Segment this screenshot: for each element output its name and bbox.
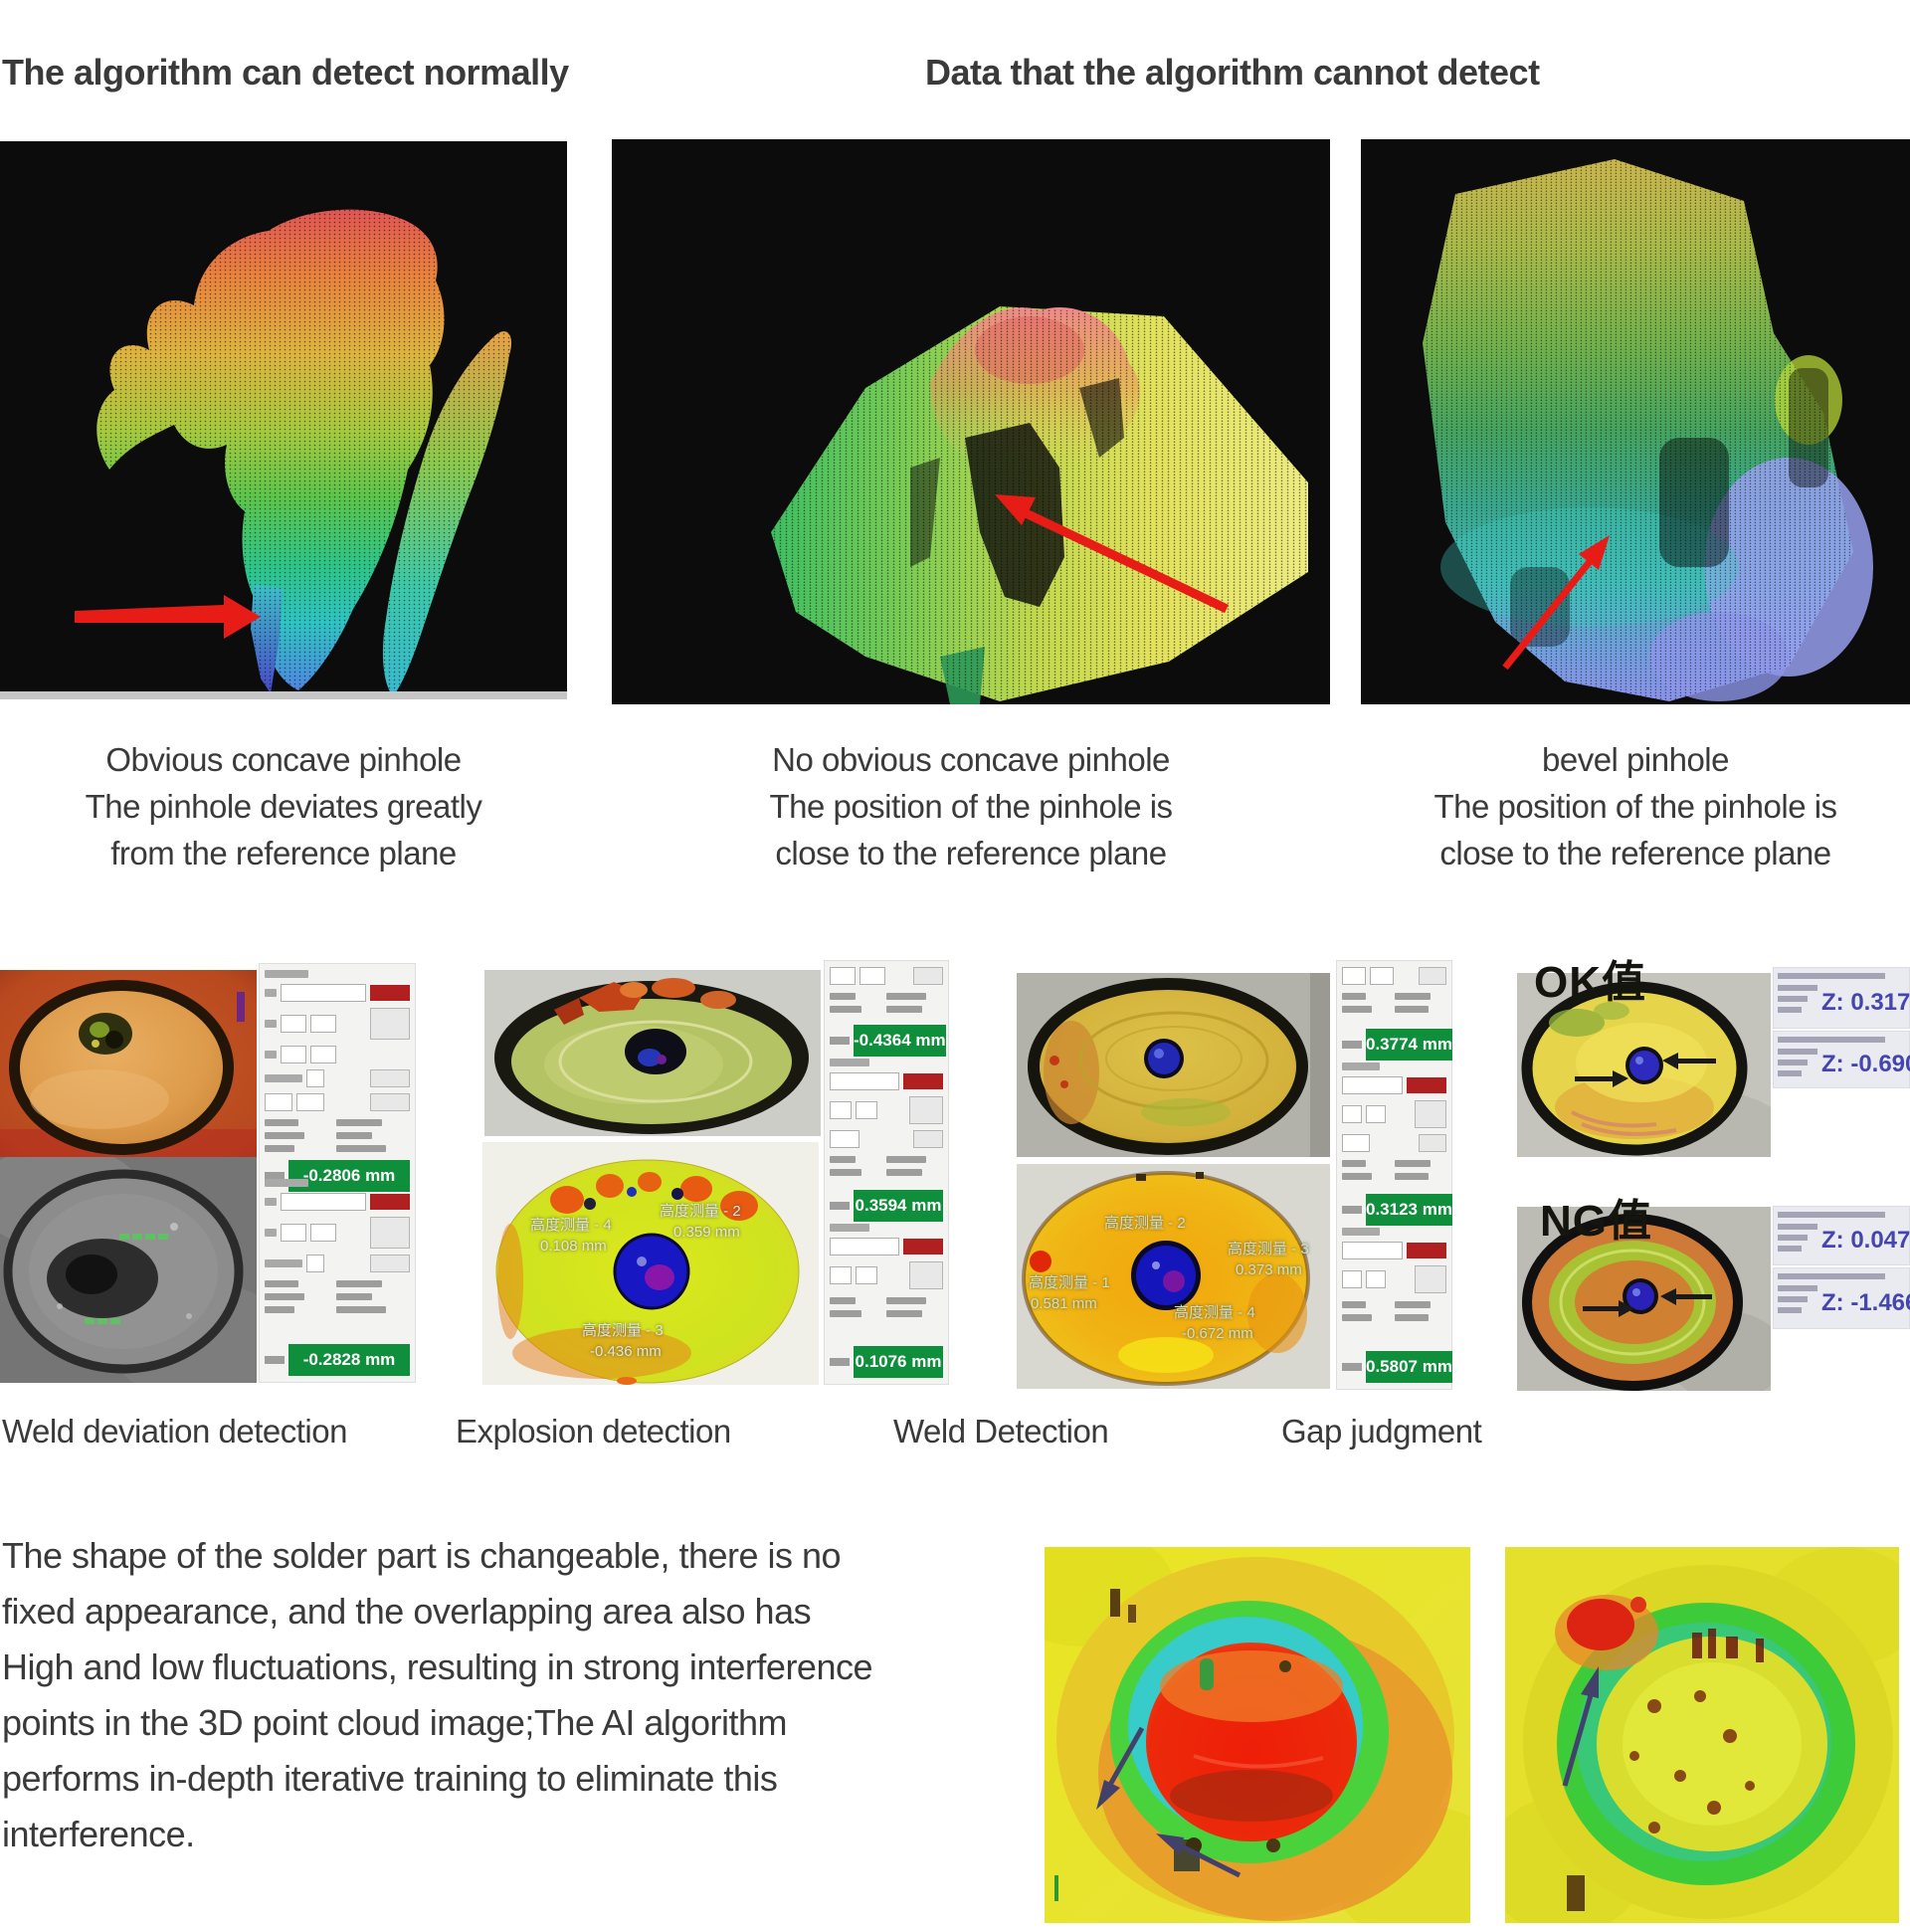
z-value: Z: -1.466 [1821, 1289, 1910, 1316]
weld-deviation-image-gray [0, 1157, 257, 1383]
delete-button[interactable] [1407, 1076, 1446, 1093]
delete-button[interactable] [370, 1194, 410, 1210]
navy-arrow-2 [1156, 1834, 1242, 1878]
weld-deviation-control-sidebar: -0.2806 mm -0.2828 mm [259, 963, 416, 1383]
delete-button[interactable] [903, 1073, 943, 1090]
pointcloud-1-graphic [0, 209, 567, 699]
result-value-1: -0.4364 mm [854, 1025, 946, 1058]
caption-pointcloud-2: No obvious concave pinhole The position … [769, 741, 1173, 871]
red-arrow-2 [995, 494, 1229, 614]
label-weld-detection: Weld Detection [893, 1413, 1109, 1449]
annotation-value: -0.672 mm [1182, 1325, 1253, 1342]
caption-pointcloud-3: bevel pinhole The position of the pinhol… [1433, 741, 1837, 871]
explosion-annotations: 高度测量 - 4 0.108 mm 高度测量 - 2 0.359 mm 高度测量… [482, 1142, 819, 1385]
result-value-2: -0.2828 mm [288, 1344, 410, 1376]
navy-arrow-3 [1562, 1666, 1599, 1787]
weld-detection-image-heatmap [1017, 1164, 1330, 1389]
label-weld-deviation: Weld deviation detection [2, 1413, 347, 1449]
header-cannot-detect: Data that the algorithm cannot detect [925, 52, 1540, 93]
explosion-image-heatmap [482, 1142, 819, 1385]
red-arrow-3 [1502, 535, 1610, 671]
result-value-1: -0.2806 mm [288, 1160, 410, 1192]
pointcloud-2-graphic [771, 306, 1308, 704]
annotation-value: 0.108 mm [540, 1238, 607, 1255]
annotation-name: 高度测量 - 2 [1104, 1215, 1186, 1232]
header-detect-normally: The algorithm can detect normally [2, 52, 569, 93]
gap-arrow-right [1662, 1053, 1716, 1069]
label-gap-judgment: Gap judgment [1281, 1413, 1482, 1449]
delete-button[interactable] [903, 1238, 943, 1255]
annotation-name: 高度测量 - 2 [660, 1203, 741, 1220]
pointcloud-3-graphic [1423, 159, 1873, 701]
gap-arrow-left [1583, 1300, 1634, 1317]
z-value: Z: 0.317 [1821, 989, 1910, 1016]
bottom-paragraph: The shape of the solder part is changeab… [2, 1535, 873, 1854]
z-value: Z: -0.690 [1821, 1051, 1910, 1077]
navy-arrow-1 [1096, 1726, 1145, 1810]
delete-button[interactable] [370, 985, 410, 1001]
ng-z-box-1: Z: 0.047 [1773, 1206, 1910, 1265]
ng-value-label: NG值 [1540, 1197, 1652, 1246]
weld-detection-image-top [1017, 973, 1330, 1157]
result-value-2: 0.3594 mm [854, 1189, 943, 1222]
remeasure-button[interactable] [370, 1008, 410, 1040]
delete-button[interactable] [1407, 1242, 1446, 1258]
result-value-2: 0.3123 mm [1366, 1193, 1452, 1226]
z-value: Z: 0.047 [1821, 1227, 1910, 1254]
weld-detection-annotations: 高度测量 - 1 0.581 mm 高度测量 - 2 高度测量 - 3 0.37… [1017, 1164, 1330, 1389]
pointcloud-image-bevel-pinhole [1361, 139, 1910, 704]
result-value-3: 0.1076 mm [854, 1346, 943, 1378]
annotation-value: 0.581 mm [1031, 1295, 1097, 1312]
pointcloud-image-concave-pinhole [0, 141, 567, 699]
annotation-name: 高度测量 - 4 [530, 1217, 612, 1234]
setting-button[interactable] [370, 1069, 410, 1087]
annotation-value: 0.373 mm [1236, 1261, 1302, 1278]
explosion-control-sidebar: -0.4364 mm 0.3594 mm 0.1076 mm [824, 960, 949, 1385]
gap-arrow-right [1660, 1288, 1712, 1305]
red-arrow-1 [75, 595, 261, 639]
pointcloud-image-no-obvious-pinhole [612, 139, 1330, 704]
gray-image-annotation-mark-2 [85, 1318, 120, 1324]
gap-ok-image [1517, 973, 1771, 1157]
solder-heatmap-right [1505, 1547, 1899, 1923]
caption-pointcloud-1: Obvious concave pinhole The pinhole devi… [85, 741, 482, 871]
annotation-value: -0.436 mm [590, 1343, 662, 1360]
ok-z-box-1: Z: 0.317 [1773, 967, 1910, 1029]
ng-z-box-2: Z: -1.466 [1773, 1267, 1910, 1329]
result-value-1: 0.3774 mm [1366, 1028, 1452, 1061]
gray-image-annotation-mark-1 [119, 1234, 168, 1240]
gap-arrow-left [1575, 1070, 1628, 1087]
result-value-3: 0.5807 mm [1366, 1350, 1452, 1383]
ok-z-box-2: Z: -0.690 [1773, 1031, 1910, 1088]
annotation-name: 高度测量 - 4 [1174, 1304, 1255, 1321]
annotation-name: 高度测量 - 1 [1029, 1274, 1110, 1291]
weld-detection-control-sidebar: 0.3774 mm 0.3123 mm 0.5807 mm [1336, 960, 1452, 1390]
annotation-value: 0.359 mm [673, 1224, 740, 1241]
apply-button[interactable] [370, 1093, 410, 1111]
label-explosion: Explosion detection [456, 1413, 731, 1449]
remeasure-button[interactable] [370, 1217, 410, 1249]
gap-ng-image [1517, 1207, 1771, 1391]
annotation-name: 高度测量 - 3 [1228, 1241, 1309, 1257]
setting-button[interactable] [370, 1255, 410, 1272]
solder-heatmap-left [1045, 1547, 1470, 1923]
ok-value-label: OK值 [1534, 958, 1646, 1007]
weld-deviation-image-color [0, 970, 257, 1157]
name-input[interactable] [281, 984, 366, 1002]
annotation-name: 高度测量 - 3 [582, 1322, 664, 1339]
explosion-image-top [484, 970, 821, 1136]
